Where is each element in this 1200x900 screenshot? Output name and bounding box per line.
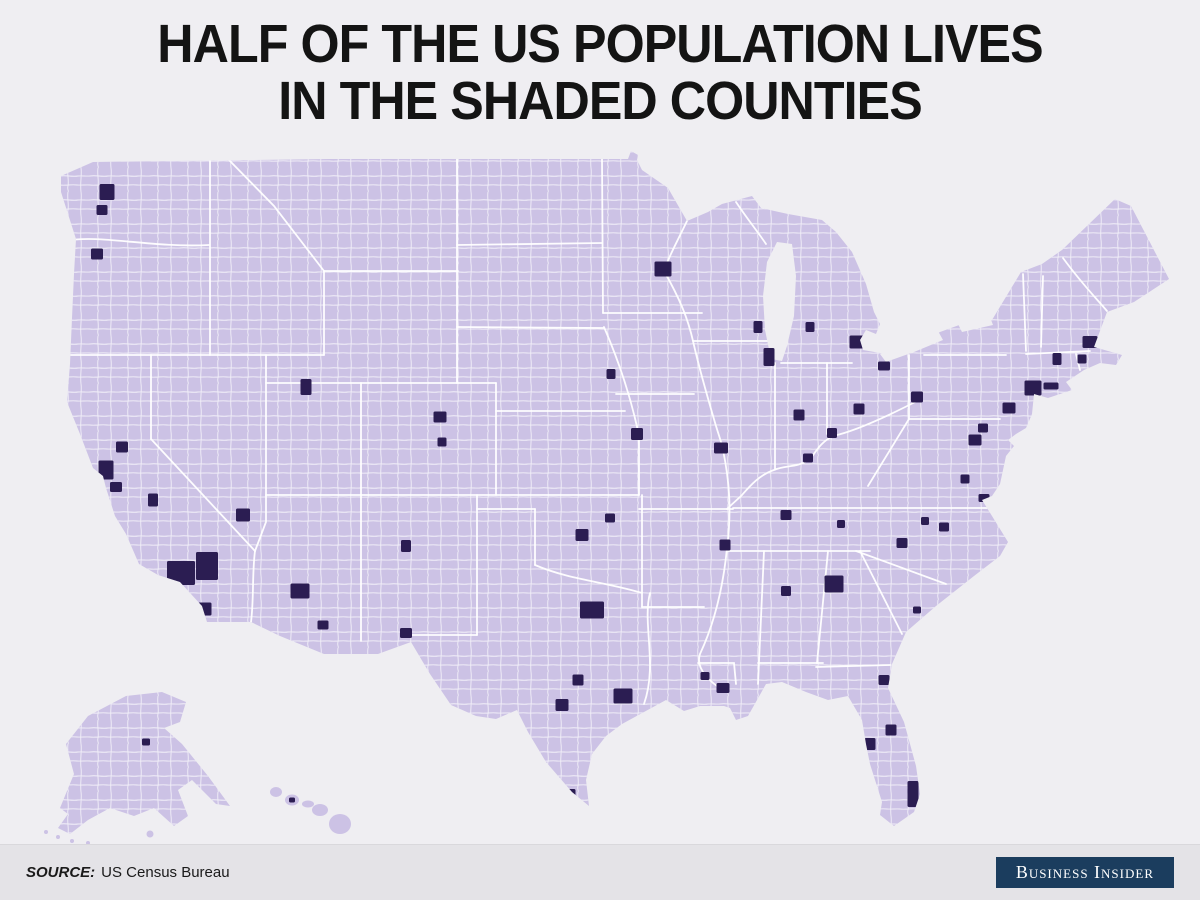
kodiak-island (146, 830, 154, 838)
island-kauai (270, 787, 282, 797)
source-credit: SOURCE: US Census Bureau (26, 864, 230, 881)
shaded-county-minneapolis (654, 261, 672, 277)
shaded-county-providence (1077, 354, 1087, 364)
shaded-county-colorado-springs (437, 437, 447, 447)
shaded-county-los-angeles (167, 561, 195, 585)
map-region-alaska (44, 692, 230, 844)
shaded-county-new-orleans (716, 683, 730, 693)
shaded-county-greensboro (921, 517, 929, 525)
shaded-county-sacramento (116, 441, 128, 453)
aleutian-island (44, 830, 48, 834)
shaded-county-anchorage (142, 738, 150, 746)
shaded-county-kansas-city (631, 428, 643, 440)
shaded-county-omaha (606, 369, 616, 379)
shaded-county-memphis (719, 539, 731, 551)
shaded-county-denver (433, 411, 447, 423)
map-region-contiguous-us (61, 151, 1169, 826)
shaded-county-st-louis (714, 442, 728, 454)
shaded-county-oklahoma-city (575, 529, 589, 541)
shaded-county-pittsburgh (911, 391, 923, 403)
shaded-county-louisville (803, 453, 813, 463)
alaska-borough-texture (58, 692, 230, 834)
shaded-county-boston (1082, 336, 1098, 348)
island-hawaii (329, 814, 351, 834)
county-grid-texture (61, 151, 1169, 826)
aleutian-island (70, 839, 74, 843)
shaded-county-grand-rapids (805, 322, 815, 332)
us-county-map (44, 151, 1169, 844)
shaded-county-riverside-san-bernardino (196, 552, 218, 580)
title-line-1: HALF OF THE US POPULATION LIVES (157, 14, 1043, 74)
shaded-county-baltimore (978, 423, 988, 433)
shaded-county-mcallen (564, 789, 576, 797)
shaded-county-honolulu (289, 797, 295, 803)
shaded-county-cincinnati (827, 428, 837, 438)
page-title: HALF OF THE US POPULATION LIVES IN THE SH… (42, 14, 1158, 132)
business-insider-logo: Business Insider (995, 856, 1174, 889)
shaded-county-tacoma (96, 205, 108, 215)
shaded-county-orlando (885, 724, 897, 736)
shaded-county-tucson (317, 620, 329, 630)
title-line-2: IN THE SHADED COUNTIES (278, 71, 923, 132)
shaded-counties-hawaii (289, 797, 295, 803)
island-maui (312, 804, 328, 816)
shaded-county-chicago (763, 348, 775, 366)
shaded-county-knoxville (837, 520, 845, 528)
great-lakes (763, 242, 993, 362)
shaded-county-milwaukee (753, 321, 763, 333)
shaded-county-hartford (1052, 353, 1062, 365)
shaded-county-charleston-sc (913, 606, 921, 614)
shaded-county-columbus (853, 403, 865, 415)
shaded-county-baton-rouge (700, 672, 710, 680)
shaded-county-indianapolis (793, 409, 805, 421)
shaded-county-el-paso (400, 628, 412, 638)
shaded-county-raleigh (939, 522, 949, 532)
source-label: SOURCE: (26, 864, 96, 881)
shaded-county-tulsa (605, 513, 615, 523)
shaded-county-detroit (849, 335, 865, 349)
lake-ontario (958, 317, 993, 332)
shaded-county-dallas-fort-worth (580, 601, 604, 619)
shaded-county-charlotte (896, 538, 908, 548)
map-region-hawaii (270, 787, 351, 834)
shaded-county-cleveland (878, 361, 890, 371)
aleutian-island (56, 835, 60, 839)
shaded-county-philadelphia (1002, 402, 1016, 414)
shaded-county-long-island (1043, 382, 1059, 390)
shaded-county-portland (91, 248, 103, 260)
shaded-county-washington-dc (968, 434, 982, 446)
shaded-county-san-antonio (555, 699, 569, 711)
shaded-county-miami-fort-lauderdale (907, 781, 919, 807)
shaded-county-atlanta (824, 575, 844, 593)
shaded-county-las-vegas (236, 508, 250, 522)
shaded-county-salt-lake-city (300, 379, 312, 395)
shaded-county-nashville (780, 510, 792, 520)
lake-erie (880, 331, 943, 362)
shaded-county-jacksonville (878, 675, 890, 685)
shaded-counties-alaska (142, 738, 150, 746)
shaded-county-san-diego (196, 602, 212, 616)
shaded-county-fresno (148, 493, 158, 507)
shaded-county-virginia-beach (978, 494, 990, 502)
shaded-county-austin (572, 674, 584, 686)
shaded-county-san-francisco-oakland (98, 460, 114, 480)
shaded-county-albuquerque (401, 540, 411, 552)
shaded-county-new-york (1024, 380, 1042, 396)
shaded-county-tampa (864, 738, 876, 750)
shaded-county-birmingham (781, 586, 791, 596)
aleutian-island (86, 841, 90, 844)
shaded-county-richmond (960, 474, 970, 484)
footer-bar: SOURCE: US Census Bureau Business Insider (0, 844, 1200, 900)
lake-michigan (763, 242, 796, 361)
shaded-county-phoenix (290, 583, 310, 599)
island-molokai (302, 800, 314, 808)
source-text: US Census Bureau (101, 864, 230, 881)
shaded-county-houston (613, 688, 633, 704)
shaded-county-seattle (99, 184, 115, 200)
shaded-county-san-jose (110, 482, 122, 492)
